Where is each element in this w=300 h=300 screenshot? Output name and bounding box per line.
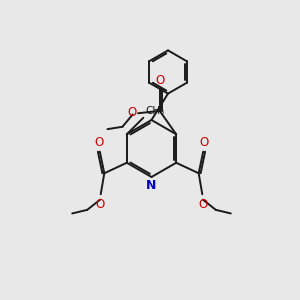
Text: N: N bbox=[146, 179, 157, 192]
Text: O: O bbox=[155, 74, 164, 87]
Text: CH₃: CH₃ bbox=[146, 106, 165, 116]
Text: O: O bbox=[198, 198, 208, 211]
Text: O: O bbox=[200, 136, 209, 149]
Text: O: O bbox=[95, 198, 105, 211]
Text: O: O bbox=[127, 106, 136, 118]
Text: O: O bbox=[94, 136, 104, 149]
